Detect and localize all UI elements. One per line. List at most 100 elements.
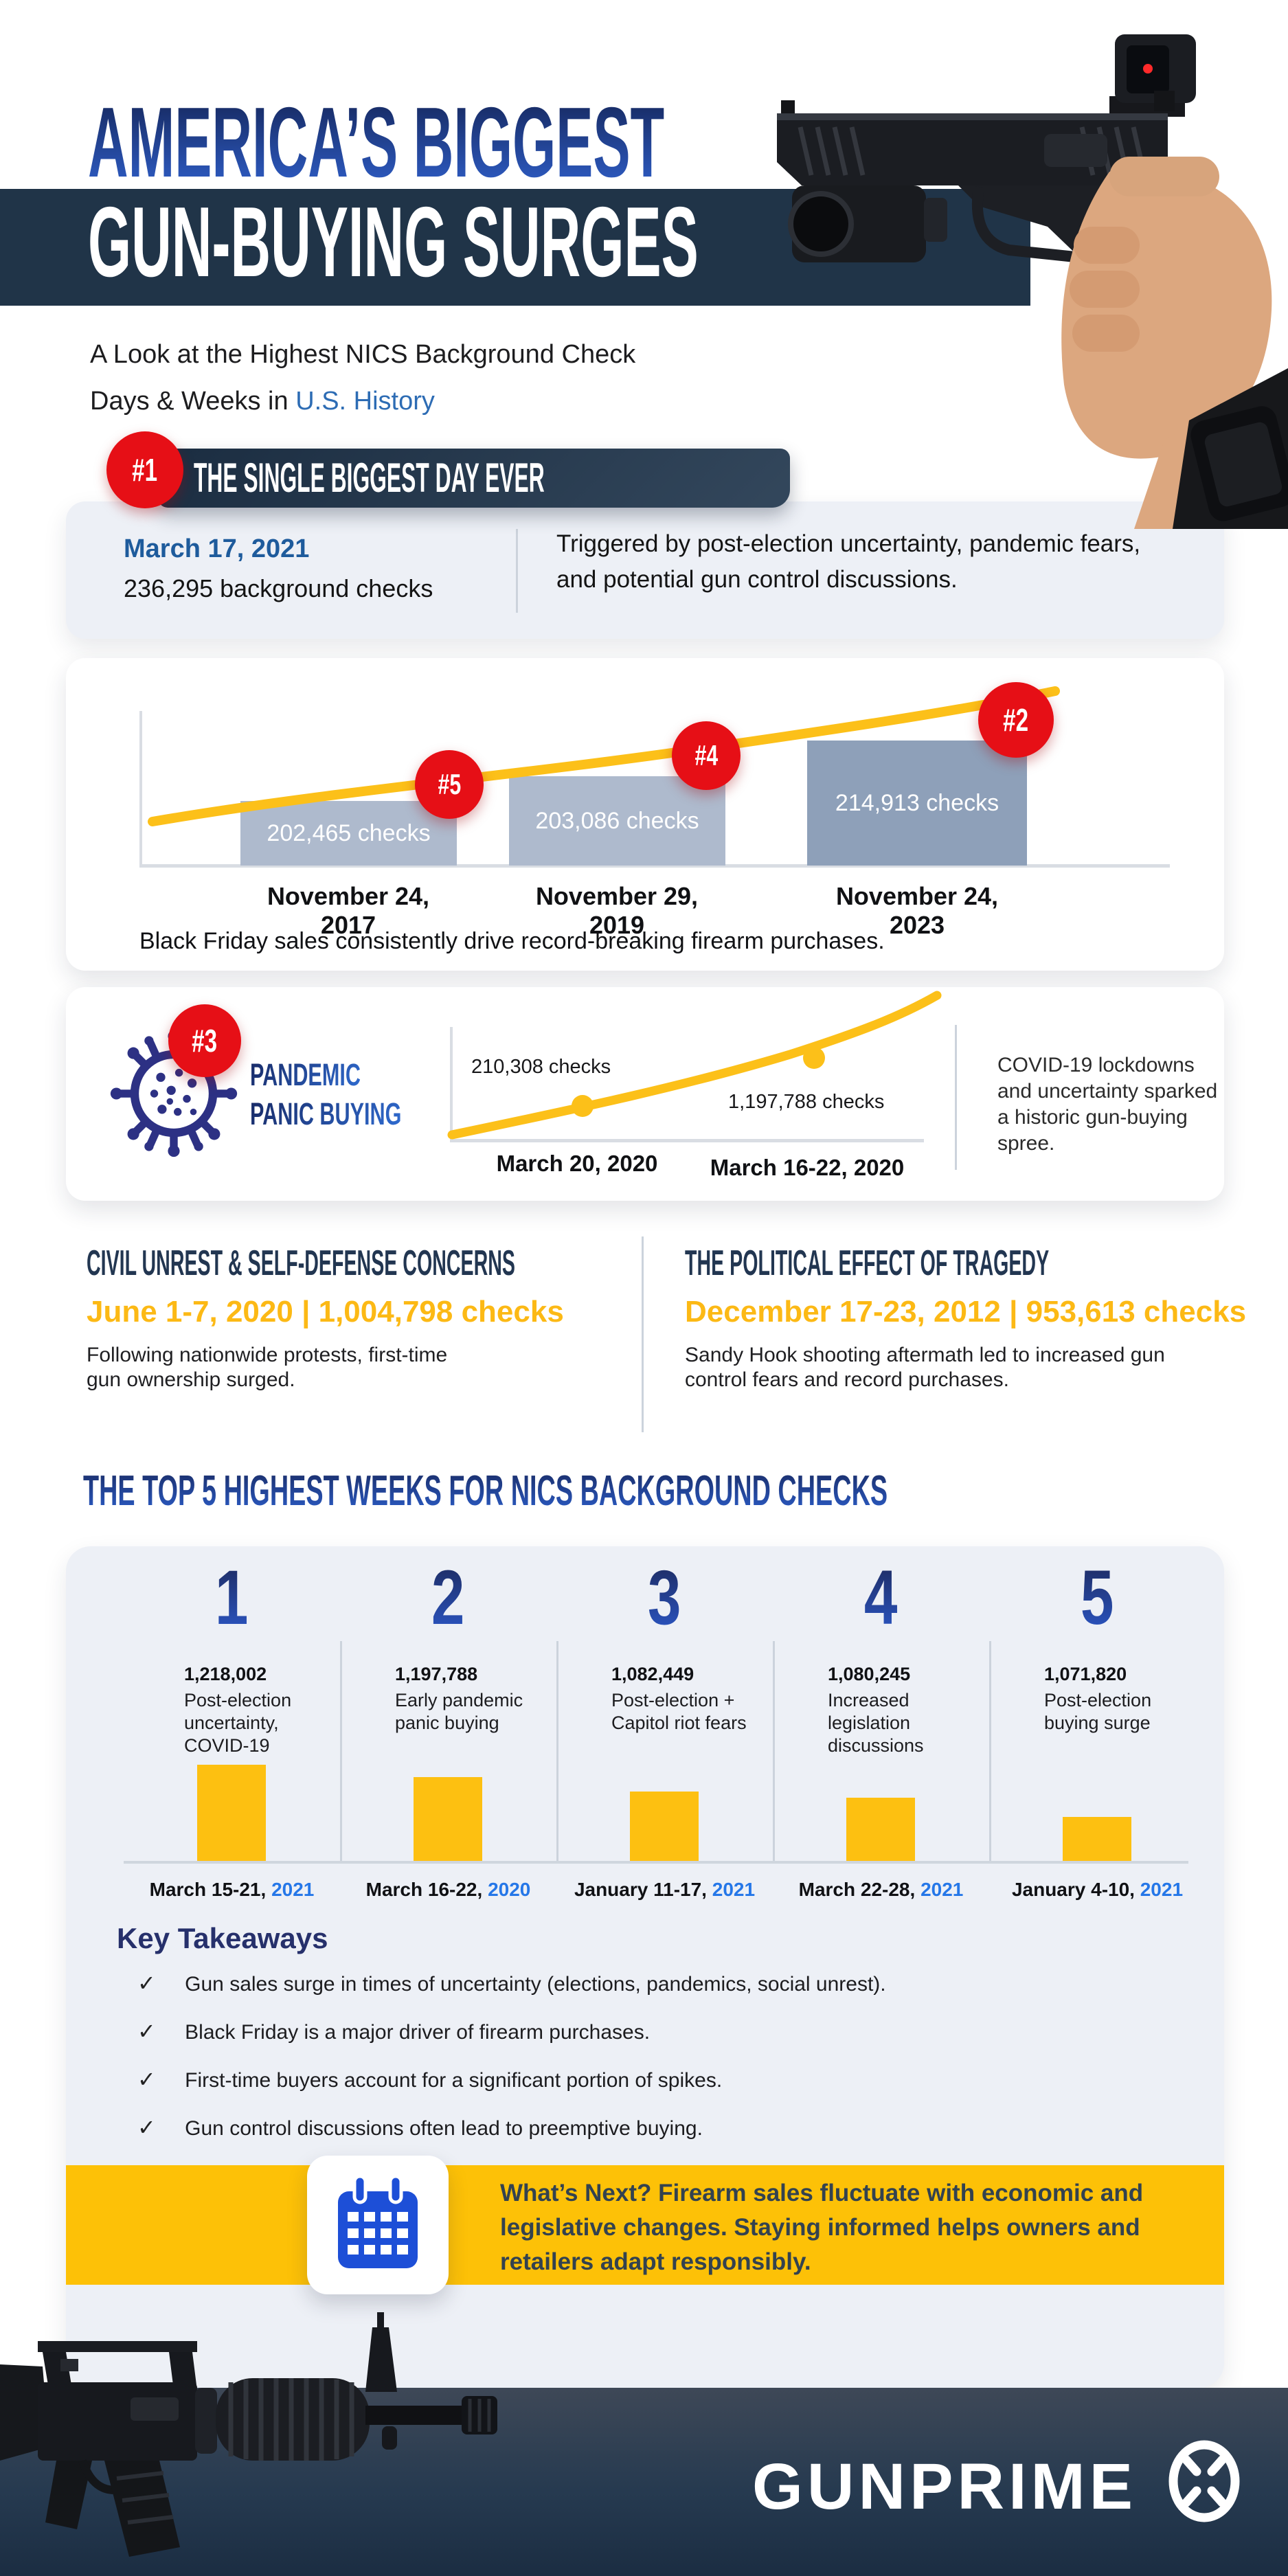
top5-divider-3: [773, 1641, 775, 1861]
pan-point1-date: March 20, 2020: [496, 1151, 658, 1176]
bf-y-axis: [139, 711, 142, 867]
black-friday-card: 202,465 checks 203,086 checks 214,913 ch…: [66, 658, 1224, 971]
bf-bar-2023-label: 214,913 checks: [835, 789, 999, 816]
calendar-icon: [338, 2176, 418, 2268]
brand-logo-icon: [1168, 2440, 1240, 2522]
takeaway-item-1: ✓ Gun sales surge in times of uncertaint…: [137, 1971, 886, 1996]
bf-rank-badge-2: #2: [978, 682, 1054, 758]
civil-unrest-heading: CIVIL UNREST & SELF-DEFENSE CONCERNS: [87, 1243, 515, 1283]
top5-baseline: [124, 1861, 1188, 1864]
pan-line-chart: [447, 991, 942, 1140]
check-icon: ✓: [137, 2067, 156, 2092]
top5-date-4: March 22-28, 2021: [798, 1879, 964, 1900]
pan-divider: [955, 1025, 957, 1170]
single-day-card: March 17, 2021 236,295 background checks…: [66, 501, 1224, 639]
pan-point2-date: March 16-22, 2020: [710, 1155, 905, 1180]
whats-next-band: [66, 2165, 1224, 2285]
bf-date-2017: November 24, 2017: [267, 882, 430, 939]
top5-date-3: January 11-17, 2021: [574, 1879, 756, 1900]
rank-badge-3-label: #3: [192, 1023, 218, 1059]
top5-rank-1: 1: [215, 1555, 249, 1640]
single-day-banner: THE SINGLE BIGGEST DAY EVER: [158, 449, 790, 508]
tragedy-stat: December 17-23, 2012 | 953,613 checks: [685, 1295, 1247, 1329]
top5-col-4: 4 1,080,245 Increased legislation discus…: [773, 1559, 989, 1757]
bf-date-2023: November 24, 2023: [835, 882, 999, 939]
top5-divider-4: [989, 1641, 991, 1861]
top5-value-1: 1,218,002: [184, 1664, 267, 1684]
single-day-banner-label: THE SINGLE BIGGEST DAY EVER: [194, 455, 545, 501]
page-title-line1: AMERICA’S BIGGEST: [88, 87, 665, 198]
top5-rank-2: 2: [431, 1555, 465, 1640]
top5-col-3: 3 1,082,449 Post-election + Capitol riot…: [556, 1559, 773, 1735]
subtitle-line1: A Look at the Highest NICS Background Ch…: [90, 340, 636, 369]
civil-unrest-stat: June 1-7, 2020 | 1,004,798 checks: [87, 1295, 564, 1329]
bf-bar-2019: 203,086 checks: [509, 776, 725, 866]
subtitle-line2: Days & Weeks in U.S. History: [90, 388, 435, 414]
rank-badge-1-label: #1: [132, 452, 158, 488]
takeaway-item-4: ✓ Gun control discussions often lead to …: [137, 2115, 703, 2140]
top5-date-2: March 16-22, 2020: [365, 1879, 531, 1900]
top5-desc-1: Post-election uncertainty, COVID-19: [184, 1690, 292, 1756]
single-day-date: March 17, 2021: [124, 534, 310, 563]
bf-rank-badge-5: #5: [415, 750, 484, 819]
subtitle-line2-prefix: Days & Weeks in: [90, 387, 296, 416]
tragedy-body: Sandy Hook shooting aftermath led to inc…: [685, 1344, 1165, 1391]
top5-bar-5: [1063, 1817, 1131, 1861]
top5-bar-2: [414, 1777, 482, 1861]
bf-rank-badge-4-label: #4: [694, 739, 718, 771]
pan-y-axis: [450, 1027, 453, 1142]
pandemic-title-line1: PANDEMIC: [250, 1057, 361, 1092]
takeaway-item-2: ✓ Black Friday is a major driver of fire…: [137, 2019, 651, 2044]
top5-value-5: 1,071,820: [1044, 1664, 1127, 1684]
page-title-line2: GUN-BUYING SURGES: [88, 186, 699, 297]
bf-caption: Black Friday sales consistently drive re…: [139, 928, 885, 954]
check-icon: ✓: [137, 2019, 156, 2044]
top5-desc-3: Post-election + Capitol riot fears: [611, 1690, 747, 1733]
pandemic-card: #3 PANDEMIC PANIC BUYING 210,308 checks …: [66, 987, 1224, 1201]
top5-value-2: 1,197,788: [395, 1664, 478, 1684]
top5-col-5: 5 1,071,820 Post-election buying surge: [989, 1559, 1206, 1735]
bf-date-2019: November 29, 2019: [535, 882, 699, 939]
takeaway-item-3: ✓ First-time buyers account for a signif…: [137, 2067, 723, 2092]
bf-rank-badge-5-label: #5: [438, 768, 461, 800]
check-icon: ✓: [137, 1971, 156, 1996]
takeaways-heading: Key Takeaways: [117, 1922, 328, 1954]
rank-badge-1: #1: [106, 431, 183, 508]
whats-next-text: What’s Next? Firearm sales fluctuate wit…: [500, 2180, 1144, 2275]
top5-col-1: 1 1,218,002 Post-election uncertainty, C…: [124, 1559, 340, 1757]
pandemic-title-line2: PANIC BUYING: [250, 1096, 402, 1131]
top5-heading: THE TOP 5 HIGHEST WEEKS FOR NICS BACKGRO…: [83, 1467, 888, 1515]
subtitle-highlight: U.S. History: [295, 387, 435, 416]
pan-note: COVID-19 lockdowns and uncertainty spark…: [997, 1054, 1218, 1155]
calendar-card: [307, 2156, 449, 2294]
bf-bar-2017-label: 202,465 checks: [267, 820, 431, 846]
top5-bar-4: [846, 1798, 915, 1861]
tragedy-heading: THE POLITICAL EFFECT OF TRAGEDY: [685, 1243, 1050, 1283]
bf-bar-2019-label: 203,086 checks: [535, 807, 699, 834]
top5-rank-3: 3: [648, 1555, 681, 1640]
brand-logo-text: GUNPRIME: [752, 2450, 1137, 2523]
single-day-description: Triggered by post-election uncertainty, …: [556, 530, 1141, 593]
top5-rank-5: 5: [1081, 1555, 1114, 1640]
top5-card: 1 1,218,002 Post-election uncertainty, C…: [66, 1546, 1224, 2388]
pan-point2-label: 1,197,788 checks: [728, 1091, 885, 1113]
civil-unrest-body: Following nationwide protests, first-tim…: [87, 1344, 448, 1391]
bf-bar-2017: 202,465 checks: [240, 801, 457, 866]
events-divider: [642, 1236, 644, 1432]
rank-badge-3: #3: [168, 1004, 241, 1077]
top5-bar-3: [630, 1792, 699, 1861]
pan-x-axis: [450, 1139, 924, 1142]
single-day-divider: [516, 529, 518, 613]
top5-desc-4: Increased legislation discussions: [828, 1690, 924, 1756]
pan-point1-label: 210,308 checks: [471, 1056, 611, 1078]
top5-bar-1: [197, 1765, 266, 1861]
check-icon: ✓: [137, 2115, 156, 2140]
top5-value-4: 1,080,245: [828, 1664, 911, 1684]
top5-divider-2: [556, 1641, 558, 1861]
top5-divider-1: [340, 1641, 342, 1861]
top5-date-5: January 4-10, 2021: [1011, 1879, 1184, 1900]
bf-rank-badge-4: #4: [672, 721, 741, 790]
top5-rank-4: 4: [864, 1555, 898, 1640]
bf-x-axis: [139, 864, 1170, 868]
